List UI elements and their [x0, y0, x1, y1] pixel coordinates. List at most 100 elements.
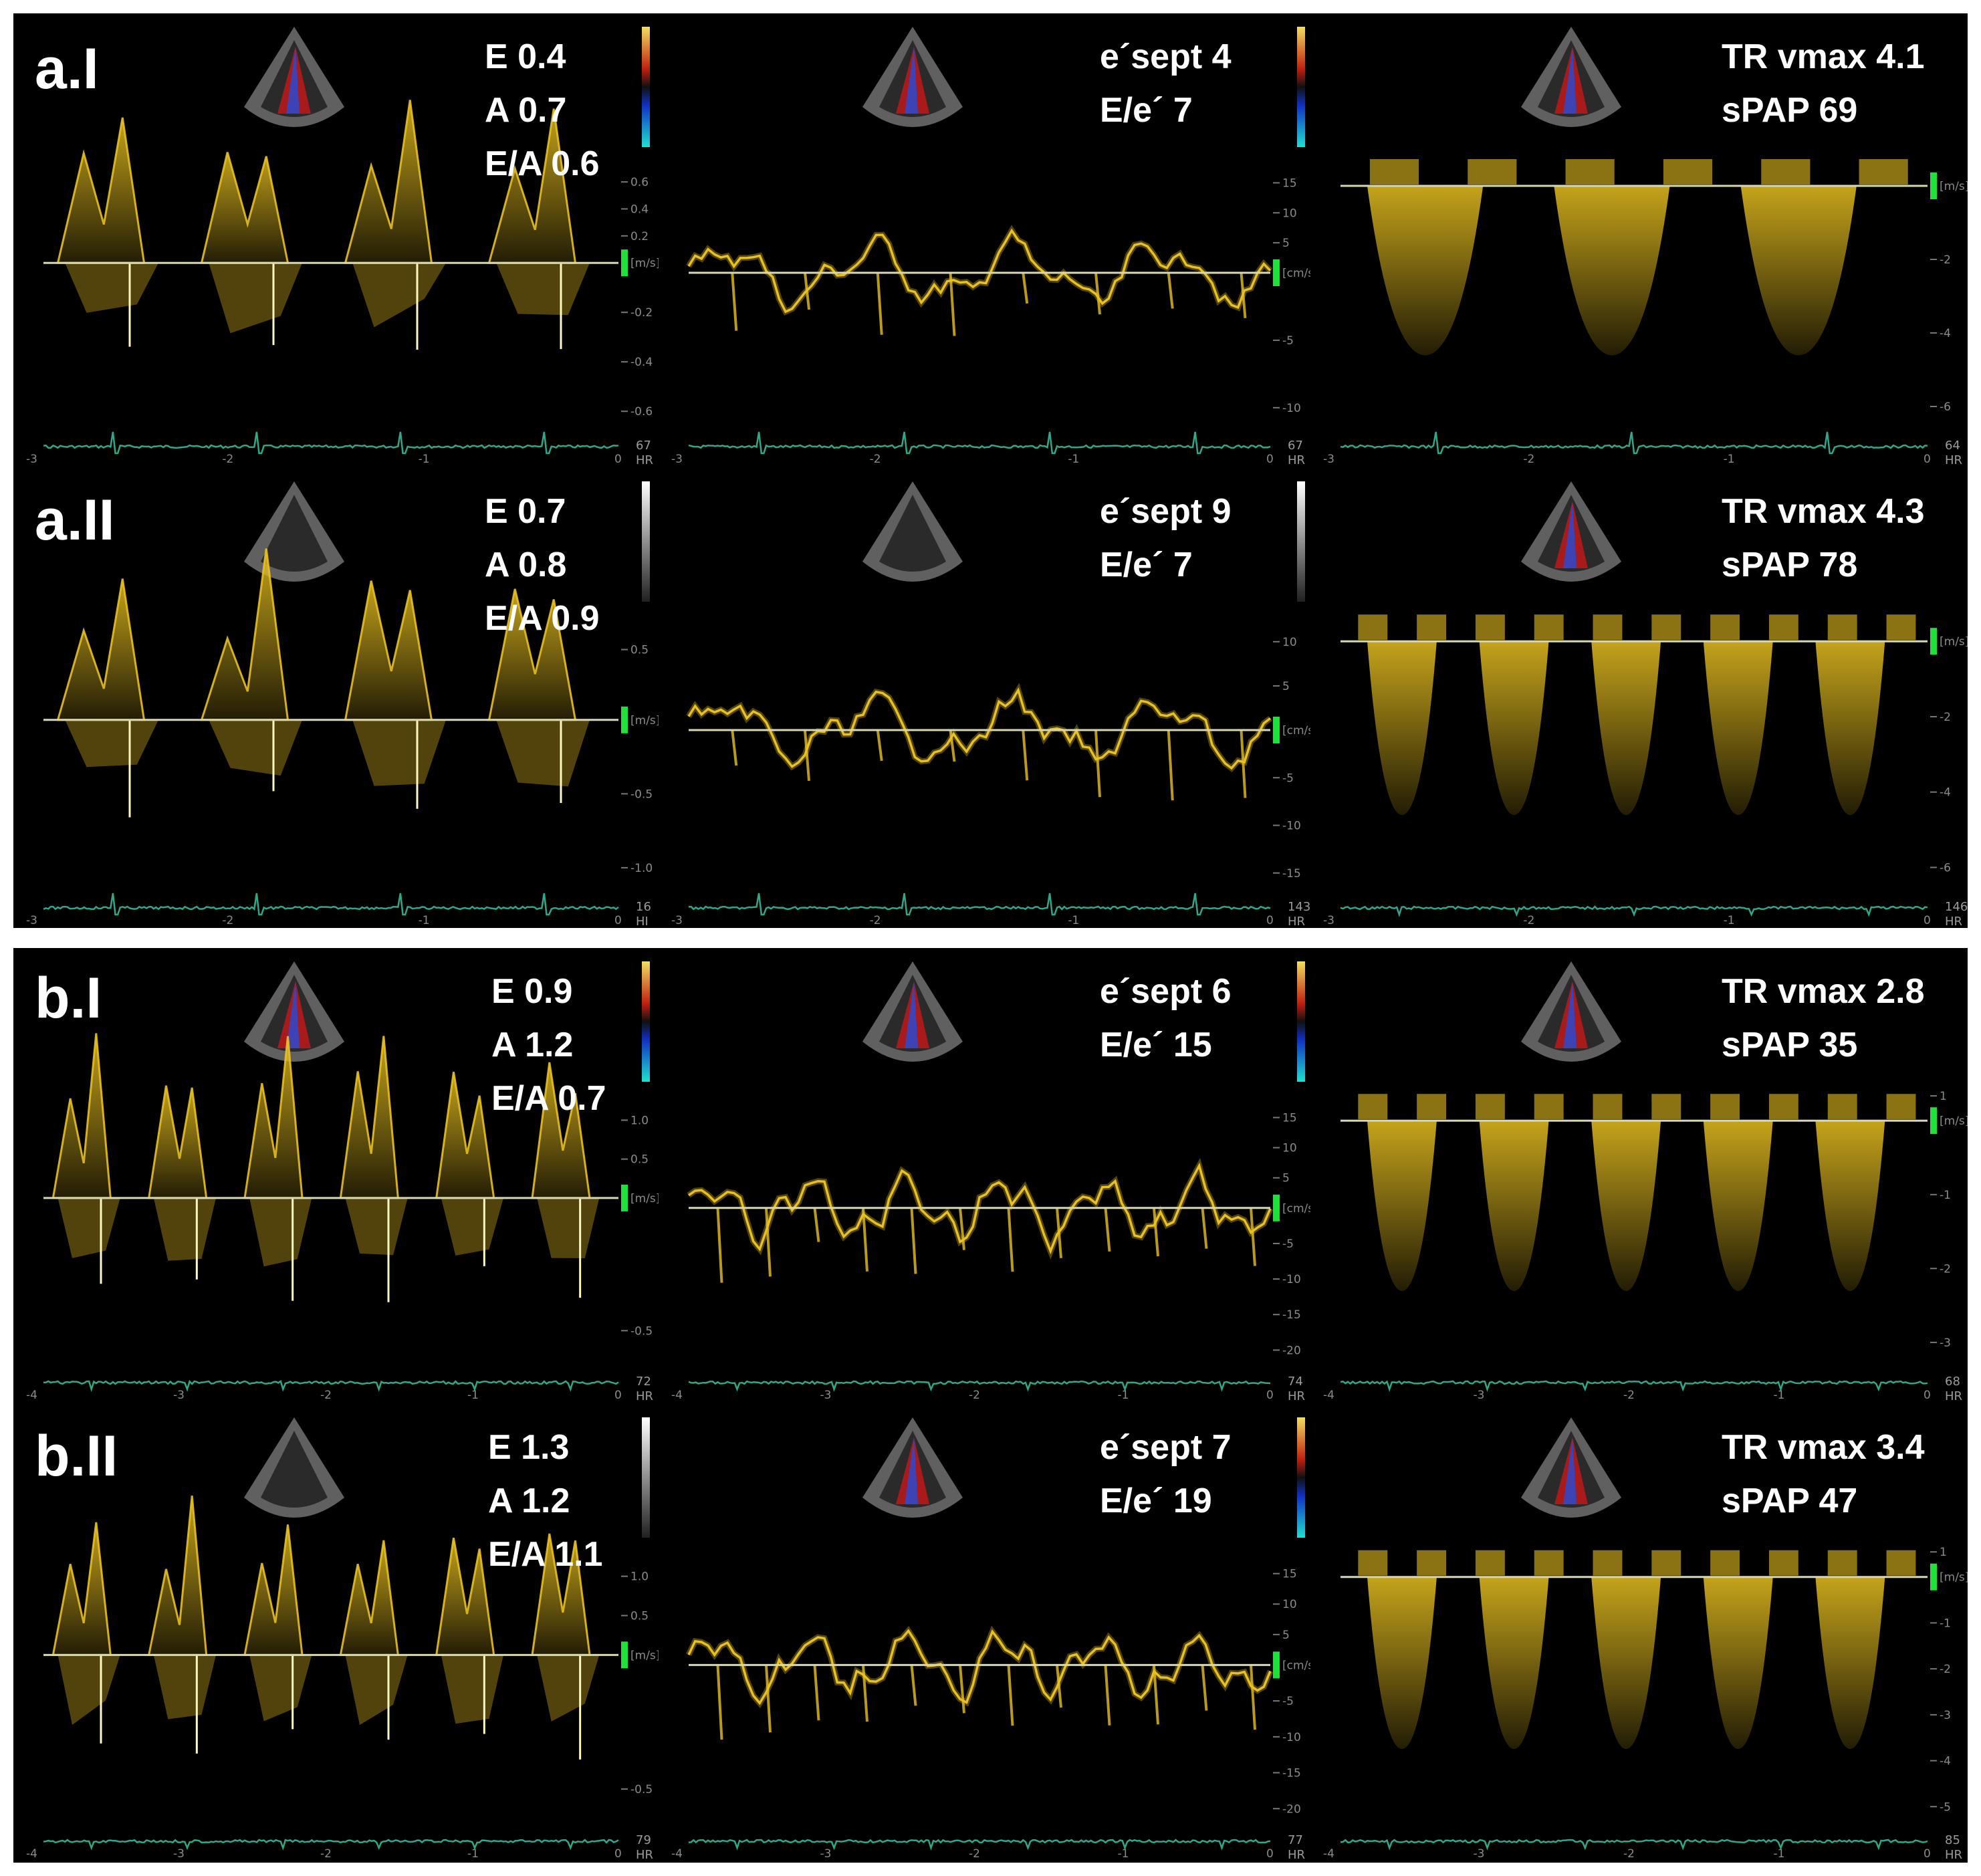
- measurement-line: sPAP 47: [1722, 1482, 1858, 1520]
- doppler-spectrum: [51, 1496, 600, 1760]
- ecg-trace: [1340, 1839, 1928, 1851]
- measurement-line: TR vmax 4.3: [1722, 492, 1925, 531]
- ecg-trace: [43, 1839, 619, 1851]
- baseline-marker[interactable]: [1273, 1194, 1280, 1221]
- measurement-line: e´sept 4: [1100, 37, 1232, 76]
- doppler-spectrum: [1358, 1094, 1916, 1291]
- doppler-spectrum: [1367, 159, 1908, 356]
- baseline-marker[interactable]: [1273, 1651, 1280, 1679]
- echo-color-doppler-icon: [1521, 1417, 1621, 1518]
- velocity-tick-label: -6: [1940, 400, 1951, 414]
- measurement-line: E/e´ 7: [1100, 91, 1193, 130]
- heart-rate-value: 74: [1288, 1375, 1303, 1389]
- velocity-tick-label: -10: [1282, 402, 1301, 415]
- baseline-marker[interactable]: [621, 1184, 628, 1211]
- time-tick-label: 0: [1266, 1847, 1274, 1861]
- tissue-measurements: e´sept 4 E/e´ 7: [1100, 30, 1232, 137]
- heart-rate-label: HR: [1288, 915, 1305, 929]
- measurement-line: E/A 0.9: [485, 599, 600, 638]
- doppler-spectrum: [56, 548, 590, 818]
- doppler-spectrum: [51, 1033, 600, 1302]
- velocity-tick-label: 0.5: [630, 1610, 649, 1623]
- mitral-doppler-panel: [m/s] 0.5 -0.5 -1.0 -3 -2 -1 0 16 HI: [13, 468, 659, 929]
- velocity-color-bar: [1297, 1417, 1305, 1538]
- time-tick-label: -1: [1118, 1847, 1129, 1861]
- baseline-marker[interactable]: [1273, 259, 1280, 286]
- measurement-line: sPAP 35: [1722, 1026, 1858, 1064]
- heart-rate-value: 85: [1945, 1833, 1960, 1847]
- mitral-measurements: E 0.9 A 1.2 E/A 0.7: [491, 965, 606, 1125]
- time-tick-label: -2: [1523, 914, 1534, 927]
- heart-rate-label: HR: [1945, 915, 1962, 929]
- time-tick-label: -1: [419, 914, 430, 927]
- heart-rate-label: HR: [1945, 1389, 1962, 1403]
- echo-color-doppler-icon: [862, 27, 963, 127]
- velocity-tick-label: 5: [1282, 1629, 1290, 1642]
- time-tick-label: -1: [467, 1389, 479, 1402]
- velocity-unit: [cm/s]: [1282, 1202, 1310, 1215]
- velocity-tick-label: -10: [1282, 1731, 1301, 1744]
- velocity-tick-label: -0.2: [630, 306, 653, 320]
- heart-rate-value: 77: [1288, 1833, 1303, 1847]
- time-tick-label: 0: [614, 914, 622, 927]
- heart-rate-label: HR: [636, 1848, 653, 1862]
- time-tick-label: -2: [870, 914, 881, 927]
- heart-rate-value: 67: [1288, 439, 1303, 453]
- measurement-line: A 1.2: [491, 1026, 574, 1064]
- velocity-tick-label: 10: [1282, 1142, 1297, 1155]
- velocity-tick-label: 5: [1282, 1172, 1290, 1185]
- velocity-tick-label: -2: [1940, 1262, 1951, 1276]
- echo-grayscale-icon: [244, 1417, 344, 1518]
- time-tick-label: -3: [820, 1389, 832, 1402]
- baseline-marker[interactable]: [1930, 1107, 1937, 1135]
- echo-color-doppler-icon: [1521, 481, 1621, 582]
- time-tick-label: -4: [671, 1389, 683, 1402]
- time-tick-label: -3: [173, 1847, 185, 1861]
- baseline-marker[interactable]: [621, 1641, 628, 1669]
- measurement-line: E/A 0.7: [491, 1079, 606, 1118]
- mitral-doppler-panel: [m/s] 1.0 0.5 -0.5 -4 -3 -2 -1 0 79 HR: [13, 1404, 659, 1863]
- velocity-unit: [m/s]: [630, 714, 659, 727]
- time-tick-label: -2: [870, 453, 881, 466]
- baseline-marker[interactable]: [621, 706, 628, 733]
- baseline-marker[interactable]: [1930, 628, 1937, 655]
- time-tick-label: 0: [1266, 914, 1274, 927]
- heart-rate-label: HR: [1945, 1848, 1962, 1862]
- ecg-trace: [688, 1380, 1271, 1392]
- time-tick-label: 0: [1924, 1847, 1931, 1861]
- velocity-tick-label: -10: [1282, 820, 1301, 833]
- baseline-marker[interactable]: [1930, 172, 1937, 199]
- baseline-marker[interactable]: [1273, 717, 1280, 743]
- measurement-line: A 0.8: [485, 546, 567, 584]
- measurement-line: TR vmax 2.8: [1722, 972, 1925, 1011]
- tr-doppler-panel: [m/s] 1 -1 -2 -3 -4 -5 -4 -3 -2 -1 0 85 HR: [1310, 1404, 1968, 1863]
- velocity-tick-label: 1.0: [630, 1114, 649, 1127]
- row-label: b.II: [35, 1424, 118, 1488]
- time-tick-label: -4: [26, 1389, 37, 1402]
- velocity-tick-label: -5: [1282, 772, 1294, 785]
- row-label: a.II: [35, 488, 115, 552]
- baseline-marker[interactable]: [621, 249, 628, 277]
- velocity-unit: [m/s]: [630, 1192, 659, 1205]
- velocity-tick-label: -20: [1282, 1344, 1301, 1357]
- echo-color-doppler-icon: [244, 27, 344, 127]
- time-tick-label: 0: [614, 1389, 622, 1402]
- velocity-tick-label: -4: [1940, 327, 1951, 340]
- section-divider: [13, 929, 1968, 947]
- velocity-tick-label: 15: [1282, 1568, 1297, 1581]
- ecg-trace: [1340, 431, 1928, 455]
- baseline-marker[interactable]: [1930, 1563, 1937, 1591]
- velocity-color-bar: [1297, 27, 1305, 147]
- velocity-unit: [cm/s]: [1282, 724, 1310, 737]
- echo-color-doppler-icon: [244, 961, 344, 1062]
- heart-rate-value: 79: [636, 1833, 651, 1847]
- time-tick-label: -3: [26, 453, 37, 466]
- velocity-tick-label: 5: [1282, 680, 1290, 693]
- time-tick-label: -1: [1068, 453, 1079, 466]
